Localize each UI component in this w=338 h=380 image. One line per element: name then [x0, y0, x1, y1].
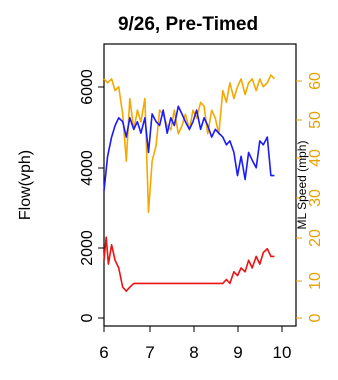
- x-tick-label: 7: [145, 343, 154, 362]
- y2-tick-label: 40: [307, 149, 324, 167]
- y-tick-label: 0: [79, 313, 96, 322]
- y2-tick-label: 50: [307, 111, 324, 129]
- x-tick-label: 6: [99, 343, 108, 362]
- ramp-series-line: [103, 236, 275, 292]
- chart-title: 9/26, Pre-Timed: [118, 14, 258, 35]
- flow-series-line: [103, 105, 275, 191]
- y2-tick-label: 10: [307, 272, 324, 290]
- y2-tick-label: 30: [307, 189, 324, 207]
- y-axis-label: Flow(vph): [17, 150, 34, 220]
- x-tick-label: 10: [273, 343, 292, 362]
- y2-tick-label: 0: [307, 313, 324, 322]
- y-tick-label: 4000: [79, 150, 96, 186]
- left-y-axis: 0 2000 4000 6000 Flow(vph): [17, 69, 104, 322]
- y2-tick-label: 20: [307, 229, 324, 247]
- y2-axis-label: ML Speed (mph): [295, 141, 309, 230]
- right-y-axis: 0 10 20 30 40 50 60 ML Speed (mph): [295, 72, 324, 322]
- y-tick-label: 2000: [79, 230, 96, 266]
- x-axis: 6 7 8 9 10: [99, 326, 291, 362]
- x-tick-label: 8: [189, 343, 198, 362]
- y2-tick-label: 60: [307, 72, 324, 90]
- y-tick-label: 6000: [79, 69, 96, 105]
- x-tick-label: 9: [233, 343, 242, 362]
- speed-series-line: [103, 74, 275, 213]
- series-layer: [103, 74, 275, 292]
